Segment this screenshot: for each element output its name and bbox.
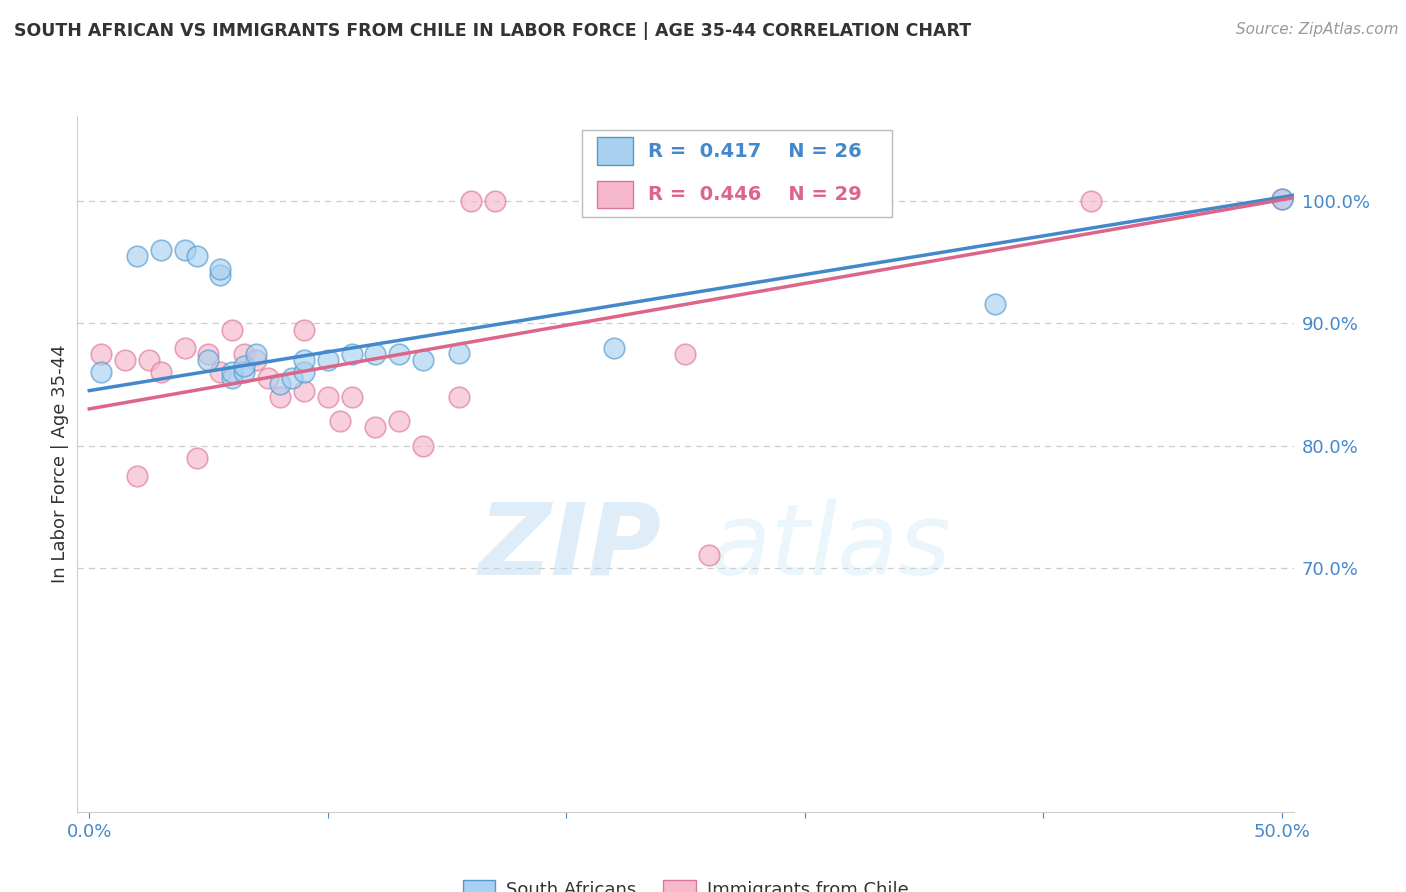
Point <box>340 390 363 404</box>
Point <box>125 469 148 483</box>
Point <box>138 353 160 368</box>
Text: SOUTH AFRICAN VS IMMIGRANTS FROM CHILE IN LABOR FORCE | AGE 35-44 CORRELATION CH: SOUTH AFRICAN VS IMMIGRANTS FROM CHILE I… <box>14 22 972 40</box>
Point <box>984 297 1007 311</box>
Point <box>388 347 411 361</box>
Point <box>603 341 626 355</box>
Point <box>1080 194 1102 209</box>
Point <box>447 345 470 359</box>
Point <box>197 347 219 361</box>
Point <box>316 353 339 368</box>
Point <box>90 347 112 361</box>
Point <box>209 365 232 379</box>
Text: Source: ZipAtlas.com: Source: ZipAtlas.com <box>1236 22 1399 37</box>
Point <box>412 438 434 452</box>
Point <box>292 365 315 379</box>
Point <box>114 353 136 368</box>
Point <box>388 414 411 428</box>
Point <box>125 249 148 263</box>
Point <box>209 268 232 282</box>
Text: atlas: atlas <box>710 499 952 596</box>
Text: R =  0.417    N = 26: R = 0.417 N = 26 <box>648 142 862 161</box>
FancyBboxPatch shape <box>582 130 893 217</box>
Point <box>149 365 172 379</box>
Point <box>173 341 195 355</box>
FancyBboxPatch shape <box>596 181 633 209</box>
Point <box>221 322 243 336</box>
Point <box>257 371 280 385</box>
Point <box>149 244 172 258</box>
Point <box>245 353 267 368</box>
Point <box>484 194 506 209</box>
Point <box>364 420 387 434</box>
Point <box>281 371 304 385</box>
Point <box>1271 192 1294 206</box>
Point <box>90 365 112 379</box>
Point <box>1271 192 1294 206</box>
Legend: South Africans, Immigrants from Chile: South Africans, Immigrants from Chile <box>456 873 915 892</box>
Point <box>697 549 720 563</box>
Point <box>197 353 219 368</box>
Point <box>292 353 315 368</box>
Y-axis label: In Labor Force | Age 35-44: In Labor Force | Age 35-44 <box>51 344 69 583</box>
Point <box>173 244 195 258</box>
Text: ZIP: ZIP <box>478 499 661 596</box>
Point <box>245 347 267 361</box>
Point <box>233 347 256 361</box>
Point <box>675 347 697 361</box>
Point <box>412 353 434 368</box>
Point <box>186 249 208 263</box>
Point <box>221 371 243 385</box>
Point <box>460 194 482 209</box>
Point <box>340 347 363 361</box>
Text: R =  0.446    N = 29: R = 0.446 N = 29 <box>648 185 862 204</box>
Point <box>233 365 256 379</box>
Point <box>186 450 208 465</box>
Point <box>292 322 315 336</box>
Point <box>233 359 256 374</box>
Point <box>269 390 291 404</box>
Point <box>221 365 243 379</box>
Point <box>209 261 232 276</box>
Point <box>316 390 339 404</box>
Point <box>447 390 470 404</box>
Point <box>269 377 291 392</box>
Point <box>292 384 315 398</box>
Point <box>364 347 387 361</box>
Point <box>329 414 352 428</box>
FancyBboxPatch shape <box>596 137 633 165</box>
